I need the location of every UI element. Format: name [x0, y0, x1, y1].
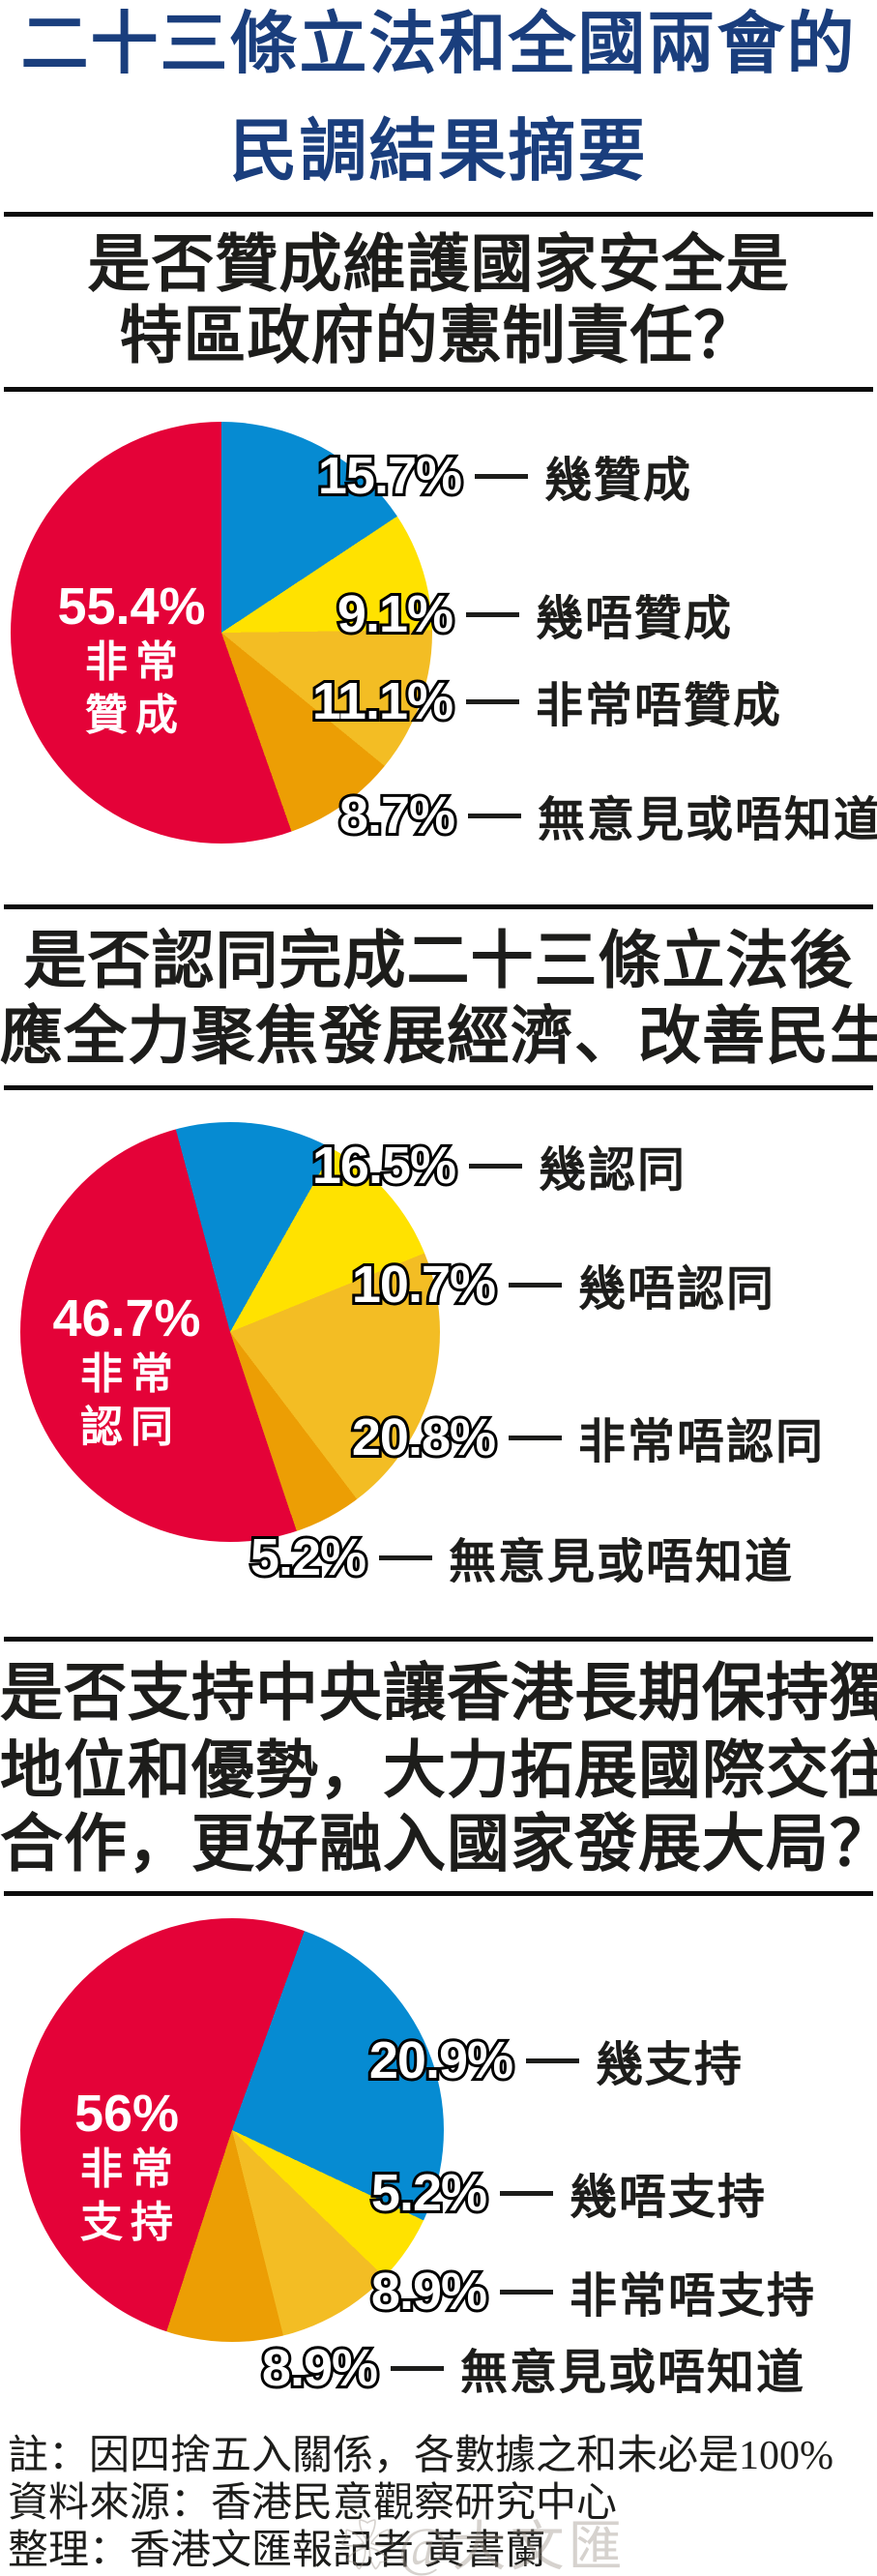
callout-dash — [475, 473, 528, 479]
pie-2-center-text-2: 認同 — [80, 1404, 181, 1451]
callout-label: 無意見或唔知道 — [449, 1535, 795, 1588]
callout-dash — [391, 2365, 444, 2371]
question-3-line-2: 地位和優勢，大力拓展國際交往 — [0, 1734, 877, 1805]
pie-3-center-text-2: 支持 — [80, 2199, 181, 2246]
pie-chart-2 — [20, 1122, 440, 1542]
callout-dash — [466, 611, 519, 617]
callout-row: 5.2% 無意見或唔知道 — [124, 1524, 794, 1591]
callout-percent: 8.7% — [336, 784, 458, 847]
callout-label: 幾唔贊成 — [536, 592, 734, 645]
callout-label: 非常唔贊成 — [536, 679, 783, 732]
question-2-line-2: 應全力聚焦發展經濟、改善民生？ — [0, 1000, 877, 1071]
callout-row: 20.9% 幾支持 — [271, 2027, 744, 2094]
pie-1-center-label: 55.4% 非常 贊成 — [15, 577, 248, 742]
callout-dash — [509, 1282, 562, 1288]
callout-dash — [469, 1163, 522, 1169]
callout-dash — [500, 2190, 553, 2196]
divider-rule — [4, 1637, 873, 1642]
callout-label: 幾唔支持 — [570, 2171, 768, 2224]
pie-1-center-percent: 55.4% — [57, 577, 206, 636]
question-2-line-1: 是否認同完成二十三條立法後 — [23, 925, 854, 995]
pie-3-center-label: 56% 非常 支持 — [11, 2085, 243, 2249]
question-3-line-3: 合作，更好融入國家發展大局？ — [0, 1808, 877, 1879]
pie-1-center-text-1: 非常 — [85, 638, 186, 686]
callout-percent: 10.7% — [349, 1253, 499, 1317]
page-title-line-2: 民調結果摘要 — [229, 113, 648, 189]
divider-rule — [4, 1891, 873, 1896]
callout-label: 無意見或唔知道 — [538, 793, 877, 846]
footer-note: 註：因四捨五入關係，各數據之和未必是100% — [8, 2434, 833, 2478]
divider-rule — [4, 904, 873, 909]
question-1-line-2: 特區政府的憲制責任？ — [119, 300, 758, 370]
callout-label: 幾唔認同 — [578, 1262, 776, 1316]
pie-1-center-text-2: 贊成 — [85, 692, 186, 739]
callout-label: 無意見或唔知道 — [460, 2346, 806, 2399]
pie-3-center-percent: 56% — [73, 2085, 180, 2143]
footer-source: 資料來源：香港民意觀察研究中心 — [8, 2481, 618, 2526]
callout-percent: 20.8% — [349, 1406, 499, 1469]
pie-chart-1 — [11, 422, 432, 844]
callout-percent: 5.2% — [368, 2161, 490, 2225]
callout-label: 幾認同 — [539, 1143, 687, 1197]
callout-row: 16.5% 幾認同 — [214, 1132, 687, 1199]
divider-rule — [4, 1085, 873, 1090]
callout-percent: 8.9% — [368, 2260, 490, 2324]
callout-percent: 15.7% — [315, 444, 465, 508]
page-title-line-1: 二十三條立法和全國兩會的 — [20, 6, 857, 81]
question-3-line-1: 是否支持中央讓香港長期保持獨特 — [0, 1657, 877, 1728]
watermark: ❀@大文匯 — [340, 2518, 627, 2576]
callout-dash — [526, 2058, 579, 2063]
callout-row: 11.1% 非常唔贊成 — [211, 667, 782, 735]
callout-row: 8.9% 無意見或唔知道 — [135, 2334, 805, 2402]
footer-credit: 整理：香港文匯報記者 黃書蘭 — [8, 2529, 546, 2573]
pie-2-center-label: 46.7% 非常 認同 — [11, 1289, 243, 1454]
divider-rule — [4, 212, 873, 217]
callout-dash — [500, 2289, 553, 2295]
callout-label: 非常唔認同 — [578, 1415, 826, 1468]
callout-row: 15.7% 幾贊成 — [219, 442, 692, 510]
callout-dash — [379, 1554, 432, 1560]
callout-percent: 8.9% — [259, 2336, 381, 2400]
callout-dash — [509, 1435, 562, 1440]
pie-chart-3 — [20, 1918, 444, 2342]
divider-rule — [4, 387, 873, 392]
callout-row: 8.7% 無意見或唔知道 — [213, 782, 877, 849]
question-1-line-1: 是否贊成維護國家安全是 — [87, 228, 790, 299]
pie-2-center-text-1: 非常 — [80, 1350, 181, 1398]
callout-label: 幾支持 — [596, 2038, 745, 2091]
callout-dash — [466, 698, 519, 704]
callout-percent: 9.1% — [335, 582, 456, 646]
callout-row: 9.1% 幾唔贊成 — [211, 580, 733, 648]
callout-percent: 5.2% — [248, 1525, 369, 1589]
callout-percent: 16.5% — [309, 1134, 459, 1198]
callout-label: 非常唔支持 — [570, 2269, 817, 2323]
callout-row: 20.8% 非常唔認同 — [253, 1404, 825, 1471]
callout-row: 5.2% 幾唔支持 — [245, 2159, 767, 2227]
pie-2-center-percent: 46.7% — [52, 1289, 201, 1347]
callout-percent: 11.1% — [309, 669, 456, 733]
pie-3-center-text-1: 非常 — [80, 2146, 181, 2193]
callout-percent: 20.9% — [366, 2028, 516, 2092]
callout-row: 8.9% 非常唔支持 — [245, 2258, 816, 2325]
callout-row: 10.7% 幾唔認同 — [253, 1251, 775, 1318]
callout-label: 幾贊成 — [544, 454, 693, 507]
callout-dash — [468, 813, 521, 818]
